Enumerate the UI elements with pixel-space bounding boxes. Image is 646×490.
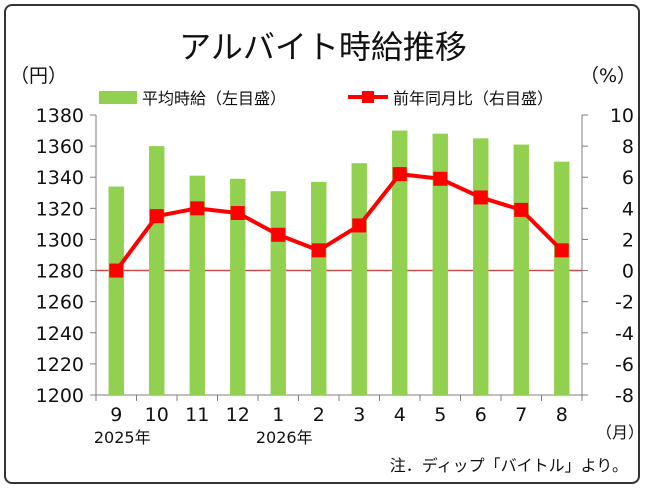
left-axis-tick-label: 1200: [36, 385, 84, 407]
bar-11: [189, 175, 205, 395]
left-axis-tick-label: 1260: [36, 292, 84, 314]
yoy-line: [114, 172, 564, 272]
left-axis-tick-label: 1380: [36, 105, 84, 127]
chart-title: アルバイト時給推移: [179, 28, 467, 66]
yoy-marker-6: [473, 190, 488, 205]
right-axis-tick-label: 4: [622, 198, 634, 220]
bar-10: [149, 146, 165, 395]
left-axis-tick-label: 1340: [36, 167, 84, 189]
left-axis-tick-label: 1240: [36, 323, 84, 345]
year-label: 2025年: [94, 428, 151, 447]
x-axis-label-2: 2: [313, 404, 325, 426]
legend: 平均時給（左目盛） 前年同月比（右目盛）: [99, 89, 553, 108]
left-axis-tick-label: 1360: [36, 136, 84, 158]
line-series: [109, 167, 569, 278]
bar-3: [351, 163, 367, 395]
legend-marker-swatch: [362, 91, 374, 103]
right-axis-tick-label: 2: [622, 229, 634, 251]
bar-2: [311, 181, 327, 395]
yoy-marker-7: [514, 202, 529, 217]
x-axis-label-8: 8: [556, 404, 568, 426]
yoy-marker-3: [352, 218, 367, 233]
x-axis-label-7: 7: [515, 404, 527, 426]
right-axis-tick-label: -6: [615, 354, 634, 376]
left-axis-unit: （円）: [10, 65, 67, 87]
bar-7: [513, 144, 529, 395]
right-axis-tick-label: -4: [615, 323, 634, 345]
right-axis-tick-label: 0: [622, 261, 634, 283]
yoy-marker-8: [554, 243, 569, 258]
right-axis-tick-label: -8: [615, 385, 634, 407]
left-axis-tick-label: 1220: [36, 354, 84, 376]
bar-series: [108, 130, 570, 396]
x-axis-label-6: 6: [475, 404, 487, 426]
left-axis-tick-label: 1280: [36, 261, 84, 283]
yoy-marker-12: [230, 206, 245, 220]
yoy-marker-11: [190, 201, 205, 216]
x-axis-label-5: 5: [434, 404, 446, 426]
yoy-marker-10: [149, 209, 164, 224]
left-axis-tick-label: 1320: [36, 198, 84, 220]
legend-swatch-bar: [99, 91, 137, 104]
axes: 1200 1220 1240 1260 1280 1300 1320 1340 1360 1380…: [36, 105, 634, 407]
right-axis-tick-label: -2: [615, 292, 634, 314]
x-axis-label-12: 12: [226, 404, 250, 426]
right-axis-unit: （%）: [580, 65, 636, 87]
x-axis-label-4: 4: [394, 404, 406, 426]
year-label: 2026年: [256, 428, 313, 447]
bar-6: [473, 138, 489, 396]
x-axis-label-1: 1: [272, 404, 284, 426]
left-axis-tick-label: 1300: [36, 229, 84, 251]
yoy-marker-2: [311, 243, 326, 258]
right-axis-tick-label: 6: [622, 167, 634, 189]
x-axis-label-10: 10: [145, 404, 169, 426]
bar-9: [108, 186, 124, 395]
right-axis-tick-label: 10: [610, 105, 634, 127]
legend-label-line: 前年同月比（右目盛）: [393, 89, 553, 108]
yoy-marker-4: [392, 167, 407, 182]
x-axis-label-9: 9: [110, 404, 122, 426]
source-note: 注．ディップ「バイトル」より。: [390, 456, 628, 475]
x-axis-unit: （月）: [596, 423, 644, 442]
x-axis-label-3: 3: [353, 404, 365, 426]
yoy-marker-9: [109, 263, 124, 278]
bar-1: [270, 191, 286, 395]
bar-5: [432, 133, 448, 395]
x-axis-label-11: 11: [185, 404, 209, 426]
bar-12: [230, 178, 246, 395]
bar-8: [554, 161, 570, 395]
legend-label-bar: 平均時給（左目盛）: [142, 89, 286, 108]
yoy-marker-5: [433, 171, 448, 186]
right-axis-tick-label: 8: [622, 136, 634, 158]
yoy-marker-1: [271, 227, 286, 242]
bar-4: [392, 130, 408, 396]
